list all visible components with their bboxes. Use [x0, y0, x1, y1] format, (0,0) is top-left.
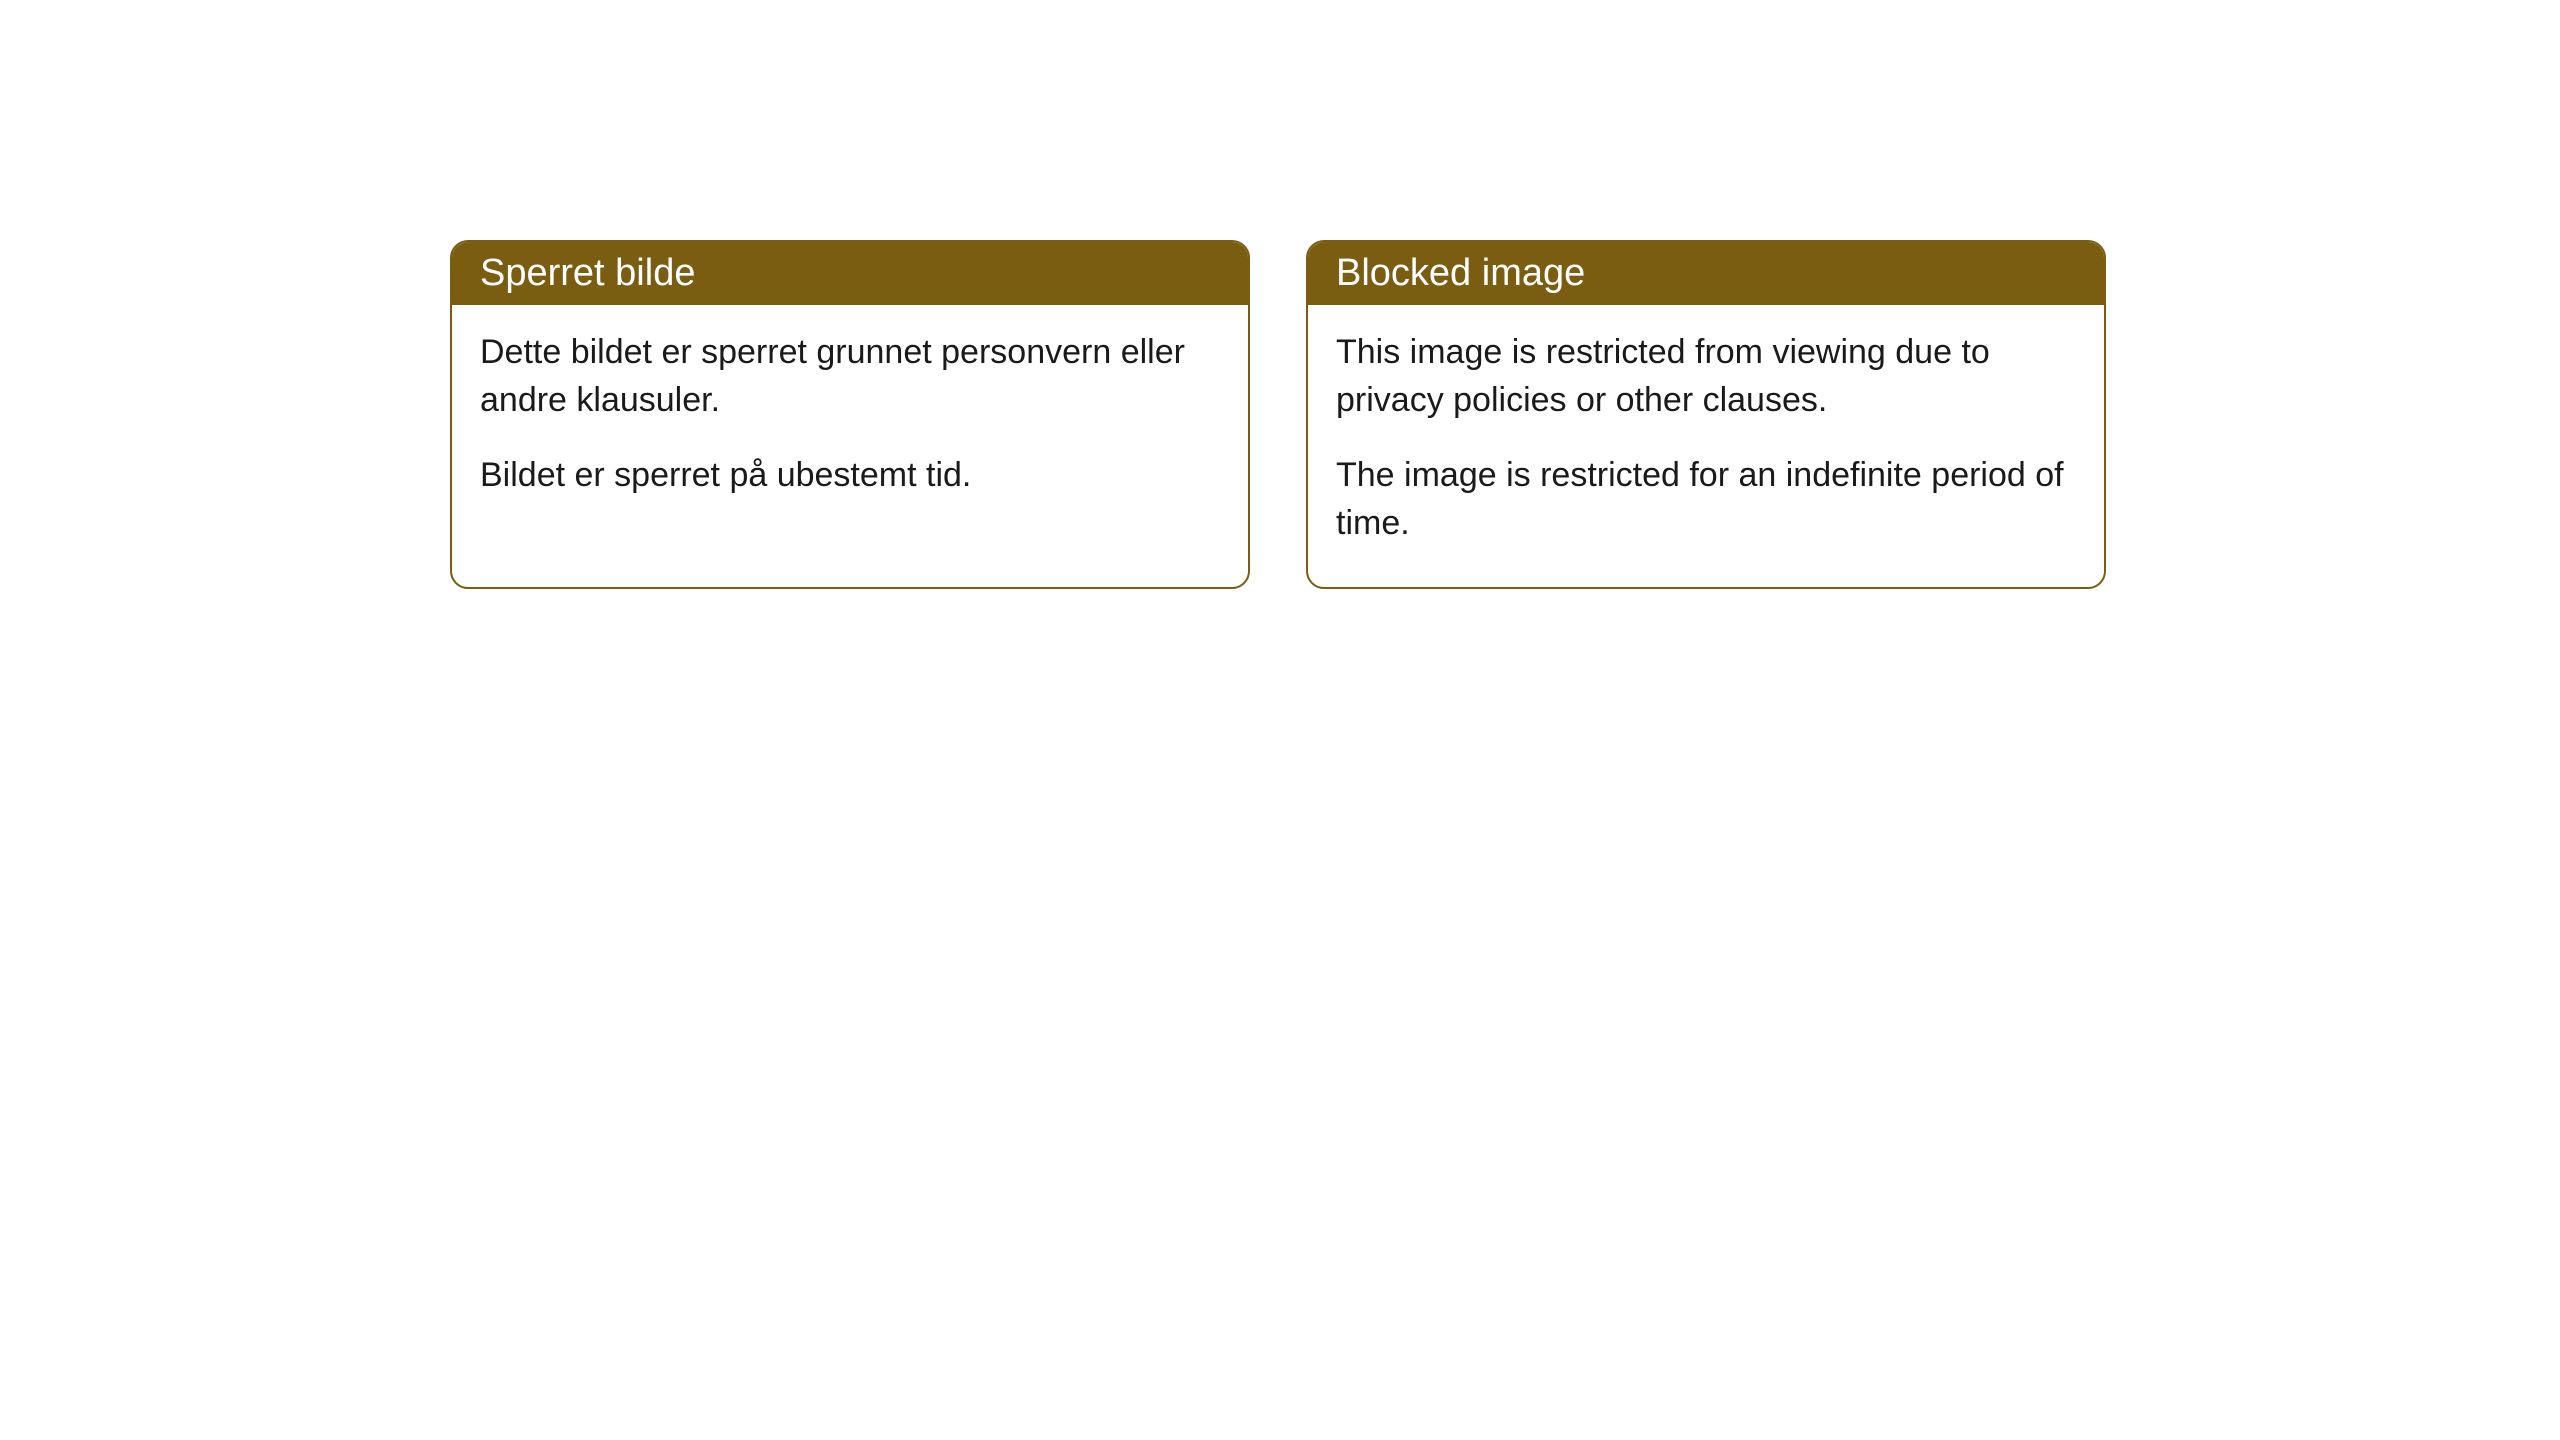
blocked-image-card-norwegian: Sperret bilde Dette bildet er sperret gr…: [450, 240, 1250, 589]
blocked-image-card-english: Blocked image This image is restricted f…: [1306, 240, 2106, 589]
card-paragraph: Dette bildet er sperret grunnet personve…: [480, 329, 1220, 424]
card-paragraph: This image is restricted from viewing du…: [1336, 329, 2076, 424]
card-title: Blocked image: [1308, 242, 2104, 305]
card-body: This image is restricted from viewing du…: [1308, 305, 2104, 587]
notice-card-container: Sperret bilde Dette bildet er sperret gr…: [450, 240, 2560, 589]
card-paragraph: Bildet er sperret på ubestemt tid.: [480, 452, 1220, 500]
card-paragraph: The image is restricted for an indefinit…: [1336, 452, 2076, 547]
card-body: Dette bildet er sperret grunnet personve…: [452, 305, 1248, 540]
card-title: Sperret bilde: [452, 242, 1248, 305]
